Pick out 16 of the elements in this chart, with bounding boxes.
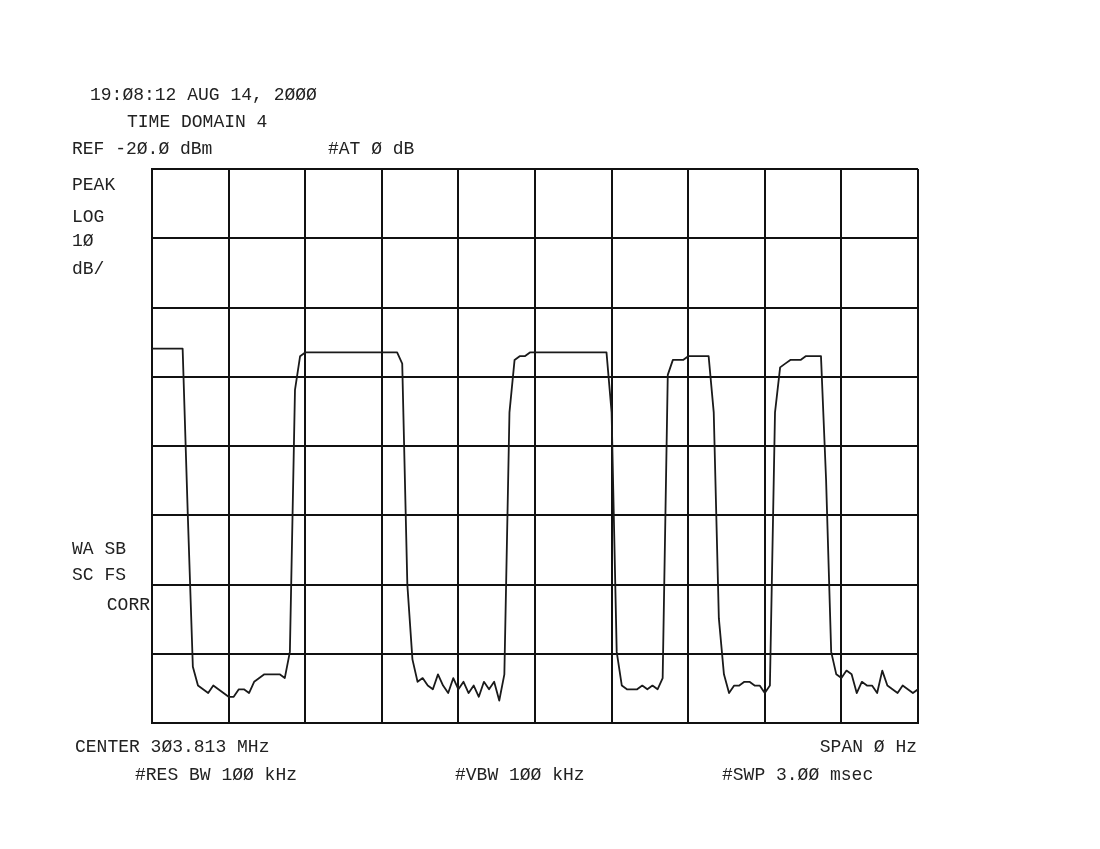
chart-title: 19:Ø8:12 AUG 14, 2ØØØ: [90, 85, 317, 105]
chart-subtitle: TIME DOMAIN 4: [127, 112, 268, 132]
text: CENTER 3Ø3.813 MHz: [75, 737, 270, 757]
text: WA SB: [72, 539, 127, 559]
text: #AT Ø dB: [328, 139, 415, 159]
text: REF -2Ø.Ø dBm: [72, 139, 213, 159]
text: LOG: [72, 207, 105, 227]
text: #SWP 3.ØØ msec: [722, 765, 874, 785]
text: 1Ø: [72, 231, 94, 251]
text: #VBW 1ØØ kHz: [455, 765, 585, 785]
text: dB/: [72, 259, 105, 279]
text: SPAN Ø Hz: [819, 737, 917, 757]
text: #RES BW 1ØØ kHz: [135, 765, 298, 785]
text: CORR: [106, 595, 150, 615]
text: PEAK: [72, 175, 116, 195]
text: SC FS: [72, 565, 127, 585]
